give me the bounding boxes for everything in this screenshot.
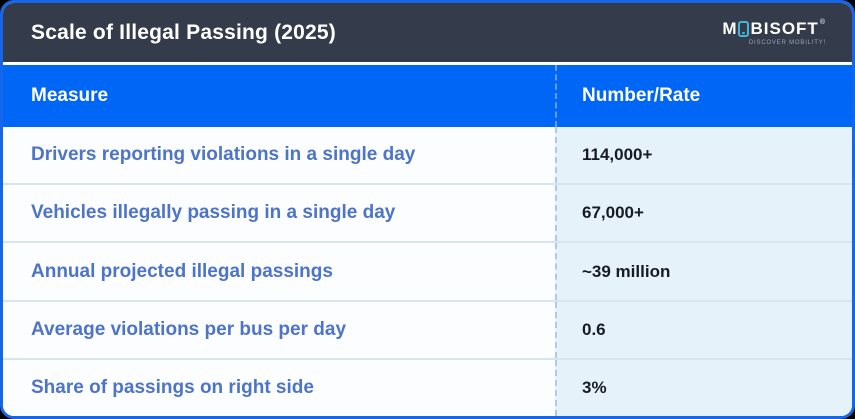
table-row: Average violations per bus per day 0.6 bbox=[3, 301, 852, 360]
phone-icon bbox=[738, 21, 750, 37]
table-header-row: Measure Number/Rate bbox=[3, 65, 852, 127]
value-cell: 3% bbox=[555, 359, 852, 416]
table-row: Share of passings on right side 3% bbox=[3, 359, 852, 416]
value-cell: ~39 million bbox=[555, 243, 852, 300]
logo-tagline: DISCOVER MOBILITY! bbox=[748, 40, 826, 46]
measure-cell: Share of passings on right side bbox=[3, 359, 555, 416]
table-row: Vehicles illegally passing in a single d… bbox=[3, 185, 852, 244]
measure-cell: Drivers reporting violations in a single… bbox=[3, 127, 555, 184]
registered-trademark-icon: ® bbox=[819, 19, 826, 26]
table-row: Drivers reporting violations in a single… bbox=[3, 127, 852, 186]
mobisoft-logo: M BISOFT ® DISCOVER MOBILITY! bbox=[722, 19, 826, 46]
table-row: Annual projected illegal passings ~39 mi… bbox=[3, 243, 852, 302]
column-header-number-rate: Number/Rate bbox=[555, 65, 852, 127]
logo-text-prefix: M bbox=[722, 19, 738, 38]
logo-text-suffix: BISOFT bbox=[750, 19, 819, 38]
card-header: Scale of Illegal Passing (2025) M BISOFT… bbox=[3, 3, 852, 62]
measure-cell: Annual projected illegal passings bbox=[3, 243, 555, 300]
value-cell: 67,000+ bbox=[555, 185, 852, 242]
value-cell: 0.6 bbox=[555, 301, 852, 358]
measure-cell: Vehicles illegally passing in a single d… bbox=[3, 185, 555, 242]
card-title: Scale of Illegal Passing (2025) bbox=[31, 20, 336, 44]
measure-cell: Average violations per bus per day bbox=[3, 301, 555, 358]
header-divider bbox=[3, 62, 852, 65]
column-header-measure: Measure bbox=[31, 85, 109, 106]
table-body: Drivers reporting violations in a single… bbox=[3, 127, 852, 416]
logo-wordmark: M BISOFT ® bbox=[722, 19, 826, 39]
value-cell: 114,000+ bbox=[555, 127, 852, 184]
